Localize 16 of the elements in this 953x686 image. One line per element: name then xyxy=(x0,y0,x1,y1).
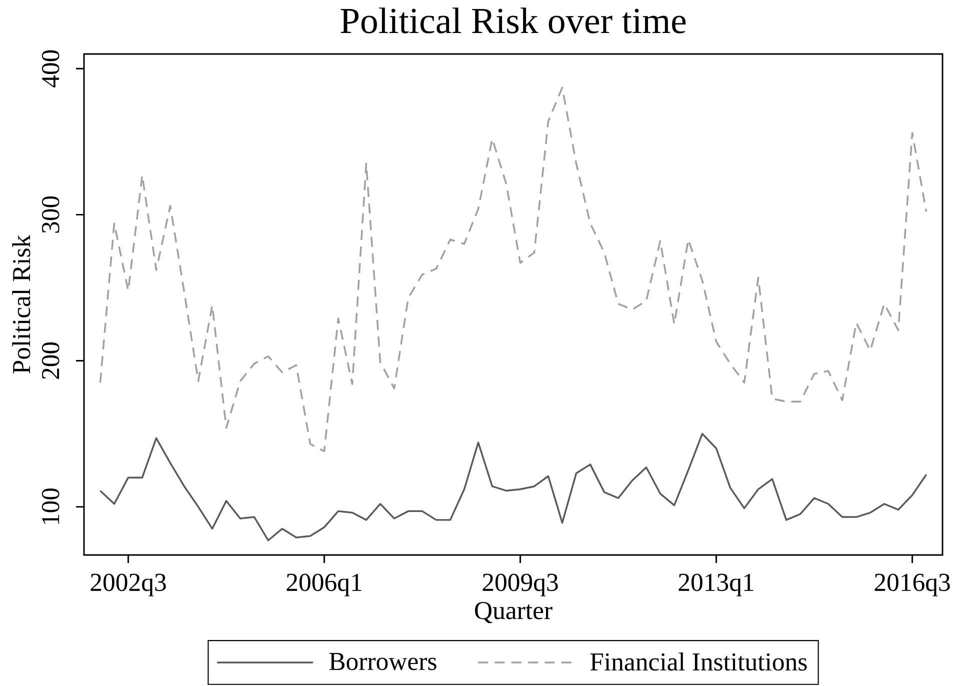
x-axis-title: Quarter xyxy=(475,602,552,624)
legend-label: Financial Institutions xyxy=(590,652,807,671)
x-tick-label: 2013q1 xyxy=(678,574,754,596)
x-tick-label: 2006q1 xyxy=(286,574,362,596)
line-series xyxy=(99,432,928,542)
y-tick-label: 400 xyxy=(42,50,60,88)
x-tick-label: 2002q3 xyxy=(90,574,166,596)
x-tick-label: 2016q3 xyxy=(874,574,950,596)
y-axis-title: Political Risk xyxy=(12,234,30,374)
line-series xyxy=(99,86,928,452)
chart-title: Political Risk over time xyxy=(340,8,686,34)
y-tick-label: 300 xyxy=(42,196,60,233)
y-tick-label: 100 xyxy=(42,488,60,524)
y-tick-label: 200 xyxy=(42,342,60,379)
x-tick-label: 2009q3 xyxy=(482,574,558,596)
legend-label: Borrowers xyxy=(329,653,436,670)
